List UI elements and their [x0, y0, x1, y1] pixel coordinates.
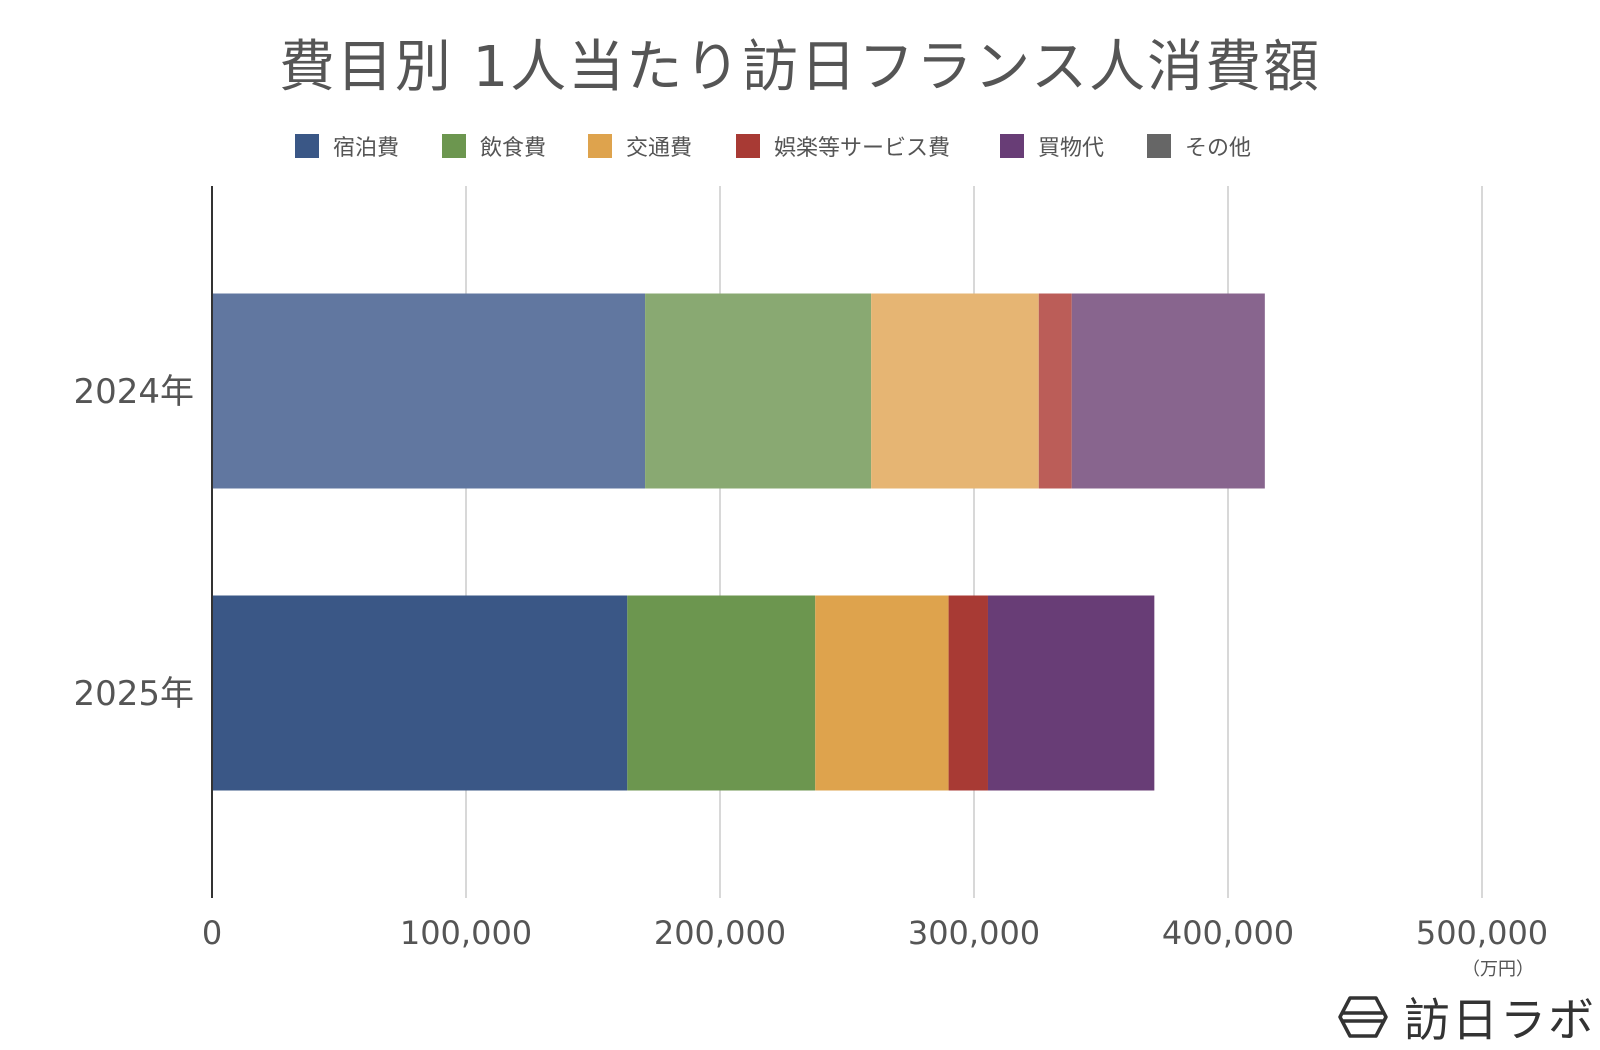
legend-item: 交通費: [588, 130, 692, 162]
bar-segment: [815, 595, 949, 791]
bar-segment: [1071, 293, 1265, 489]
x-tick-label: 100,000: [400, 914, 532, 952]
x-tick-label: 500,000: [1416, 914, 1548, 952]
x-tick-label: 0: [202, 914, 222, 952]
bar-segment: [627, 595, 816, 791]
legend-swatch: [736, 134, 760, 158]
x-tick-label: 400,000: [1162, 914, 1294, 952]
legend-label: 飲食費: [480, 136, 547, 161]
y-tick-label: 2025年: [73, 674, 194, 714]
x-axis-unit-label: （万円）: [1462, 959, 1534, 980]
legend-label: その他: [1185, 136, 1252, 161]
legend-label: 交通費: [626, 136, 693, 161]
chart-title: 費目別 1人当たり訪日フランス人消費額: [278, 35, 1322, 100]
x-tick-label: 300,000: [908, 914, 1040, 952]
legend-swatch: [295, 134, 319, 158]
bar-segment: [871, 293, 1039, 489]
brand-name: 訪日ラボ: [1404, 993, 1596, 1047]
legend-item: 飲食費: [442, 130, 546, 162]
legend-label: 娯楽等サービス費: [774, 136, 951, 161]
legend-label: 買物代: [1038, 136, 1105, 161]
legend-label: 宿泊費: [333, 136, 400, 161]
bar-segment: [987, 595, 1155, 791]
chart-legend: 宿泊費 飲食費 交通費 娯楽等サービス費 買物代 その他: [0, 130, 1600, 162]
hexagon-logo-icon: [1338, 996, 1388, 1038]
bar-segment: [1038, 293, 1072, 489]
brand-logo: 訪日ラボ: [1338, 990, 1596, 1047]
y-tick-label: 2024年: [73, 372, 194, 412]
x-tick-label: 200,000: [654, 914, 786, 952]
legend-item: 娯楽等サービス費: [736, 130, 950, 162]
bar-segment: [645, 293, 872, 489]
legend-swatch: [442, 134, 466, 158]
legend-item: 宿泊費: [295, 130, 399, 162]
legend-swatch: [1147, 134, 1171, 158]
bar-segment: [212, 595, 628, 791]
legend-swatch: [1000, 134, 1024, 158]
legend-item: その他: [1147, 130, 1251, 162]
legend-item: 買物代: [1000, 130, 1104, 162]
legend-swatch: [588, 134, 612, 158]
bar-segment: [212, 293, 646, 489]
bar-segment: [948, 595, 988, 791]
